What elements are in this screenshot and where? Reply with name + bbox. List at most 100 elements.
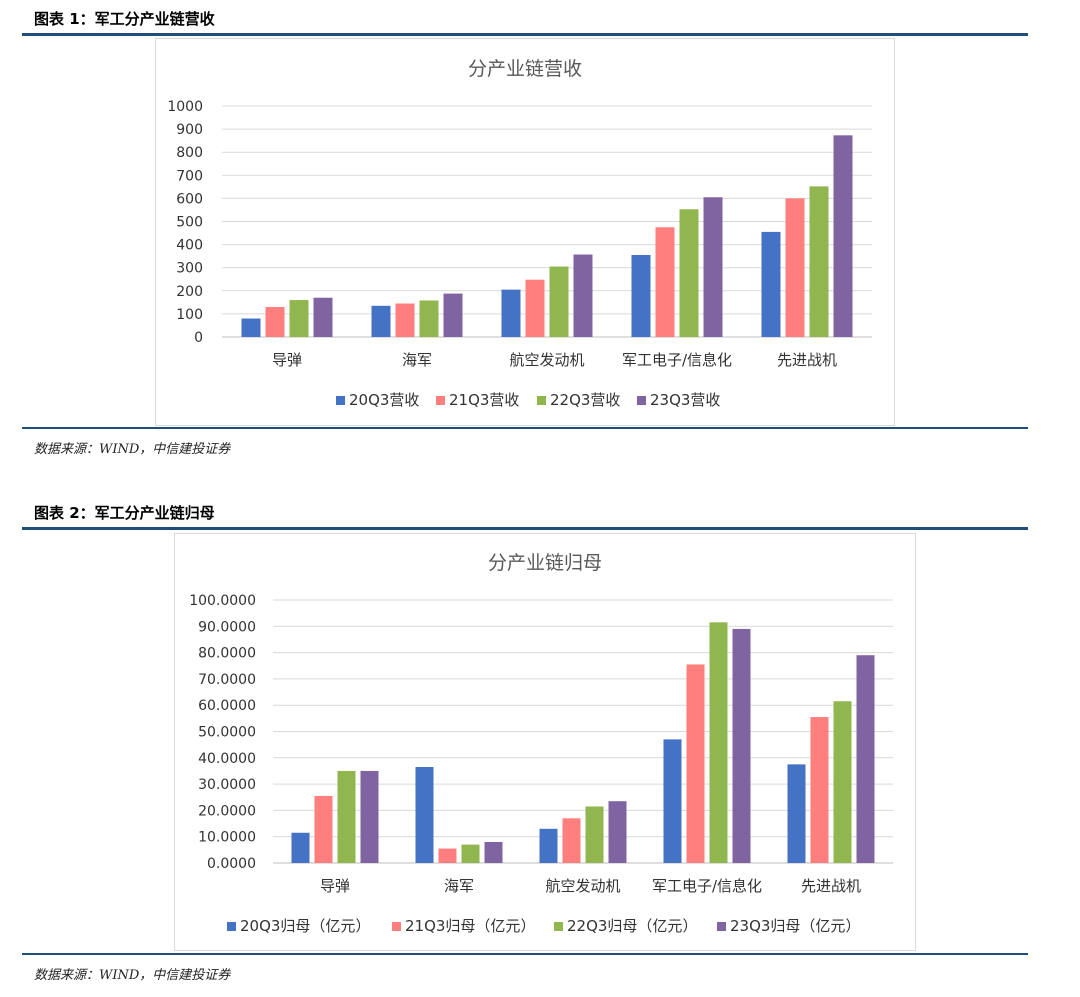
- legend-entry: 20Q3归母（亿元）: [240, 917, 370, 935]
- y-tick-label: 100.0000: [189, 593, 256, 609]
- bar: [360, 770, 379, 863]
- legend-entry: 21Q3归母（亿元）: [405, 917, 535, 935]
- legend-entry: 22Q3营收: [550, 391, 620, 409]
- figure-2-bottom-rule: [22, 953, 1028, 955]
- x-tick-label: 军工电子/信息化: [652, 877, 762, 895]
- legend-swatch: [637, 396, 646, 405]
- bar: [785, 198, 805, 337]
- y-tick-label: 20.0000: [198, 803, 256, 819]
- bar: [810, 717, 829, 863]
- bar: [291, 832, 310, 863]
- x-tick-label: 海军: [402, 351, 432, 369]
- y-tick-label: 30.0000: [198, 777, 256, 793]
- bar: [539, 828, 558, 863]
- chart-1: 分产业链营收 0 100 200 300 400 500 600 700 800 900 1000 导弹…: [167, 58, 872, 409]
- y-tick-label: 40.0000: [198, 751, 256, 767]
- legend-entry: 23Q3归母（亿元）: [730, 917, 860, 935]
- x-tick-label: 先进战机: [777, 351, 837, 369]
- y-tick-label: 10.0000: [198, 830, 256, 846]
- x-tick-label: 航空发动机: [509, 351, 584, 369]
- legend-entry: 21Q3营收: [449, 391, 519, 409]
- figure-2-top-rule: [22, 527, 1028, 530]
- bar: [631, 254, 651, 337]
- bar: [265, 306, 285, 337]
- legend-swatch: [392, 922, 401, 931]
- bar: [809, 186, 829, 337]
- y-tick-label: 80.0000: [198, 646, 256, 662]
- y-tick-label: 70.0000: [198, 672, 256, 688]
- bar: [337, 770, 356, 863]
- legend-swatch: [554, 922, 563, 931]
- bar: [655, 227, 675, 337]
- figure-1-label: 图表 1：军工分产业链营收: [34, 10, 215, 28]
- bar: [549, 266, 569, 337]
- legend-swatch: [227, 922, 236, 931]
- bar: [761, 231, 781, 337]
- bar: [585, 806, 604, 863]
- bar: [686, 664, 705, 863]
- chart-title: 分产业链营收: [468, 58, 582, 80]
- bar: [833, 135, 853, 337]
- x-tick-label: 先进战机: [801, 877, 861, 895]
- bar: [443, 293, 463, 337]
- legend-entry: 23Q3营收: [650, 391, 720, 409]
- figure-1-source: 数据来源：WIND，中信建投证券: [34, 442, 231, 457]
- bar: [438, 848, 457, 863]
- bar: [608, 801, 627, 863]
- legend-entry: 22Q3归母（亿元）: [567, 917, 697, 935]
- chart-title: 分产业链归母: [488, 552, 602, 574]
- bar: [525, 279, 545, 337]
- y-tick-label: 50.0000: [198, 725, 256, 741]
- y-tick-label: 400: [176, 238, 203, 254]
- figure-1-bottom-rule: [22, 427, 1028, 429]
- y-tick-label: 90.0000: [198, 619, 256, 635]
- bar: [395, 303, 415, 337]
- y-tick-label: 800: [176, 145, 203, 161]
- y-tick-label: 700: [176, 168, 203, 184]
- legend-swatch: [537, 396, 546, 405]
- y-tick-label: 60.0000: [198, 698, 256, 714]
- bar: [856, 655, 875, 863]
- bar: [663, 739, 682, 863]
- bar: [419, 300, 439, 337]
- bar: [501, 289, 521, 337]
- x-tick-label: 航空发动机: [545, 877, 620, 895]
- bar: [415, 767, 434, 863]
- bar: [289, 300, 309, 337]
- bar: [787, 764, 806, 863]
- figure-2-label: 图表 2：军工分产业链归母: [34, 504, 215, 522]
- figure-2-source: 数据来源：WIND，中信建投证券: [34, 968, 231, 983]
- chart-1-frame: 分产业链营收 0 100 200 300 400 500 600 700 800 900 1000 导弹…: [155, 38, 895, 426]
- chart-2: 分产业链归母 0.0000 10.0000 20.0000 30.0000 40.0000…: [189, 552, 893, 935]
- bar: [573, 254, 593, 337]
- bar: [709, 622, 728, 863]
- bar: [241, 318, 261, 337]
- y-tick-label: 500: [176, 215, 203, 231]
- bar: [484, 841, 503, 863]
- legend-swatch: [436, 396, 445, 405]
- y-tick-label: 600: [176, 191, 203, 207]
- x-tick-label: 海军: [444, 877, 474, 895]
- y-tick-label: 300: [176, 261, 203, 277]
- bar: [314, 795, 333, 863]
- bar: [371, 305, 391, 337]
- y-tick-label: 900: [176, 122, 203, 138]
- y-tick-label: 0.0000: [207, 856, 256, 872]
- y-tick-label: 1000: [167, 99, 203, 115]
- x-tick-label: 导弹: [272, 351, 302, 369]
- y-tick-label: 100: [176, 307, 203, 323]
- bar: [732, 628, 751, 863]
- y-tick-label: 0: [194, 330, 203, 346]
- legend-swatch: [336, 396, 345, 405]
- bar: [833, 701, 852, 863]
- bar: [679, 209, 699, 337]
- legend-entry: 20Q3营收: [349, 391, 419, 409]
- y-tick-label: 200: [176, 284, 203, 300]
- figure-1-top-rule: [22, 33, 1028, 36]
- bar: [703, 197, 723, 337]
- legend-swatch: [717, 922, 726, 931]
- chart-2-frame: 分产业链归母 0.0000 10.0000 20.0000 30.0000 40.0000…: [174, 533, 916, 951]
- bar: [313, 297, 333, 337]
- bar: [461, 844, 480, 863]
- x-tick-label: 军工电子/信息化: [622, 351, 732, 369]
